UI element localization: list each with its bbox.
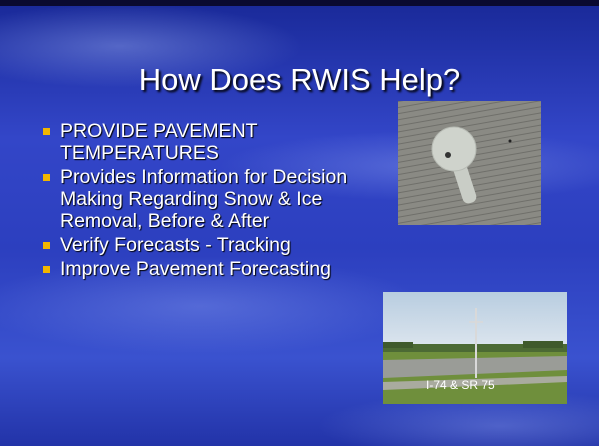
photo-caption: I-74 & SR 75 xyxy=(426,378,495,392)
bullet: Verify Forecasts - Tracking xyxy=(40,234,378,256)
bullet: Provides Information for Decision Making… xyxy=(40,166,378,232)
slide-title: How Does RWIS Help? xyxy=(0,62,599,98)
slide: How Does RWIS Help? PROVIDE PAVEMENT TEM… xyxy=(0,0,599,446)
sensor-photo xyxy=(398,101,541,225)
bullet: PROVIDE PAVEMENT TEMPERATURES xyxy=(40,120,378,164)
bullet-list: PROVIDE PAVEMENT TEMPERATURES Provides I… xyxy=(40,120,378,282)
bullet: Improve Pavement Forecasting xyxy=(40,258,378,280)
